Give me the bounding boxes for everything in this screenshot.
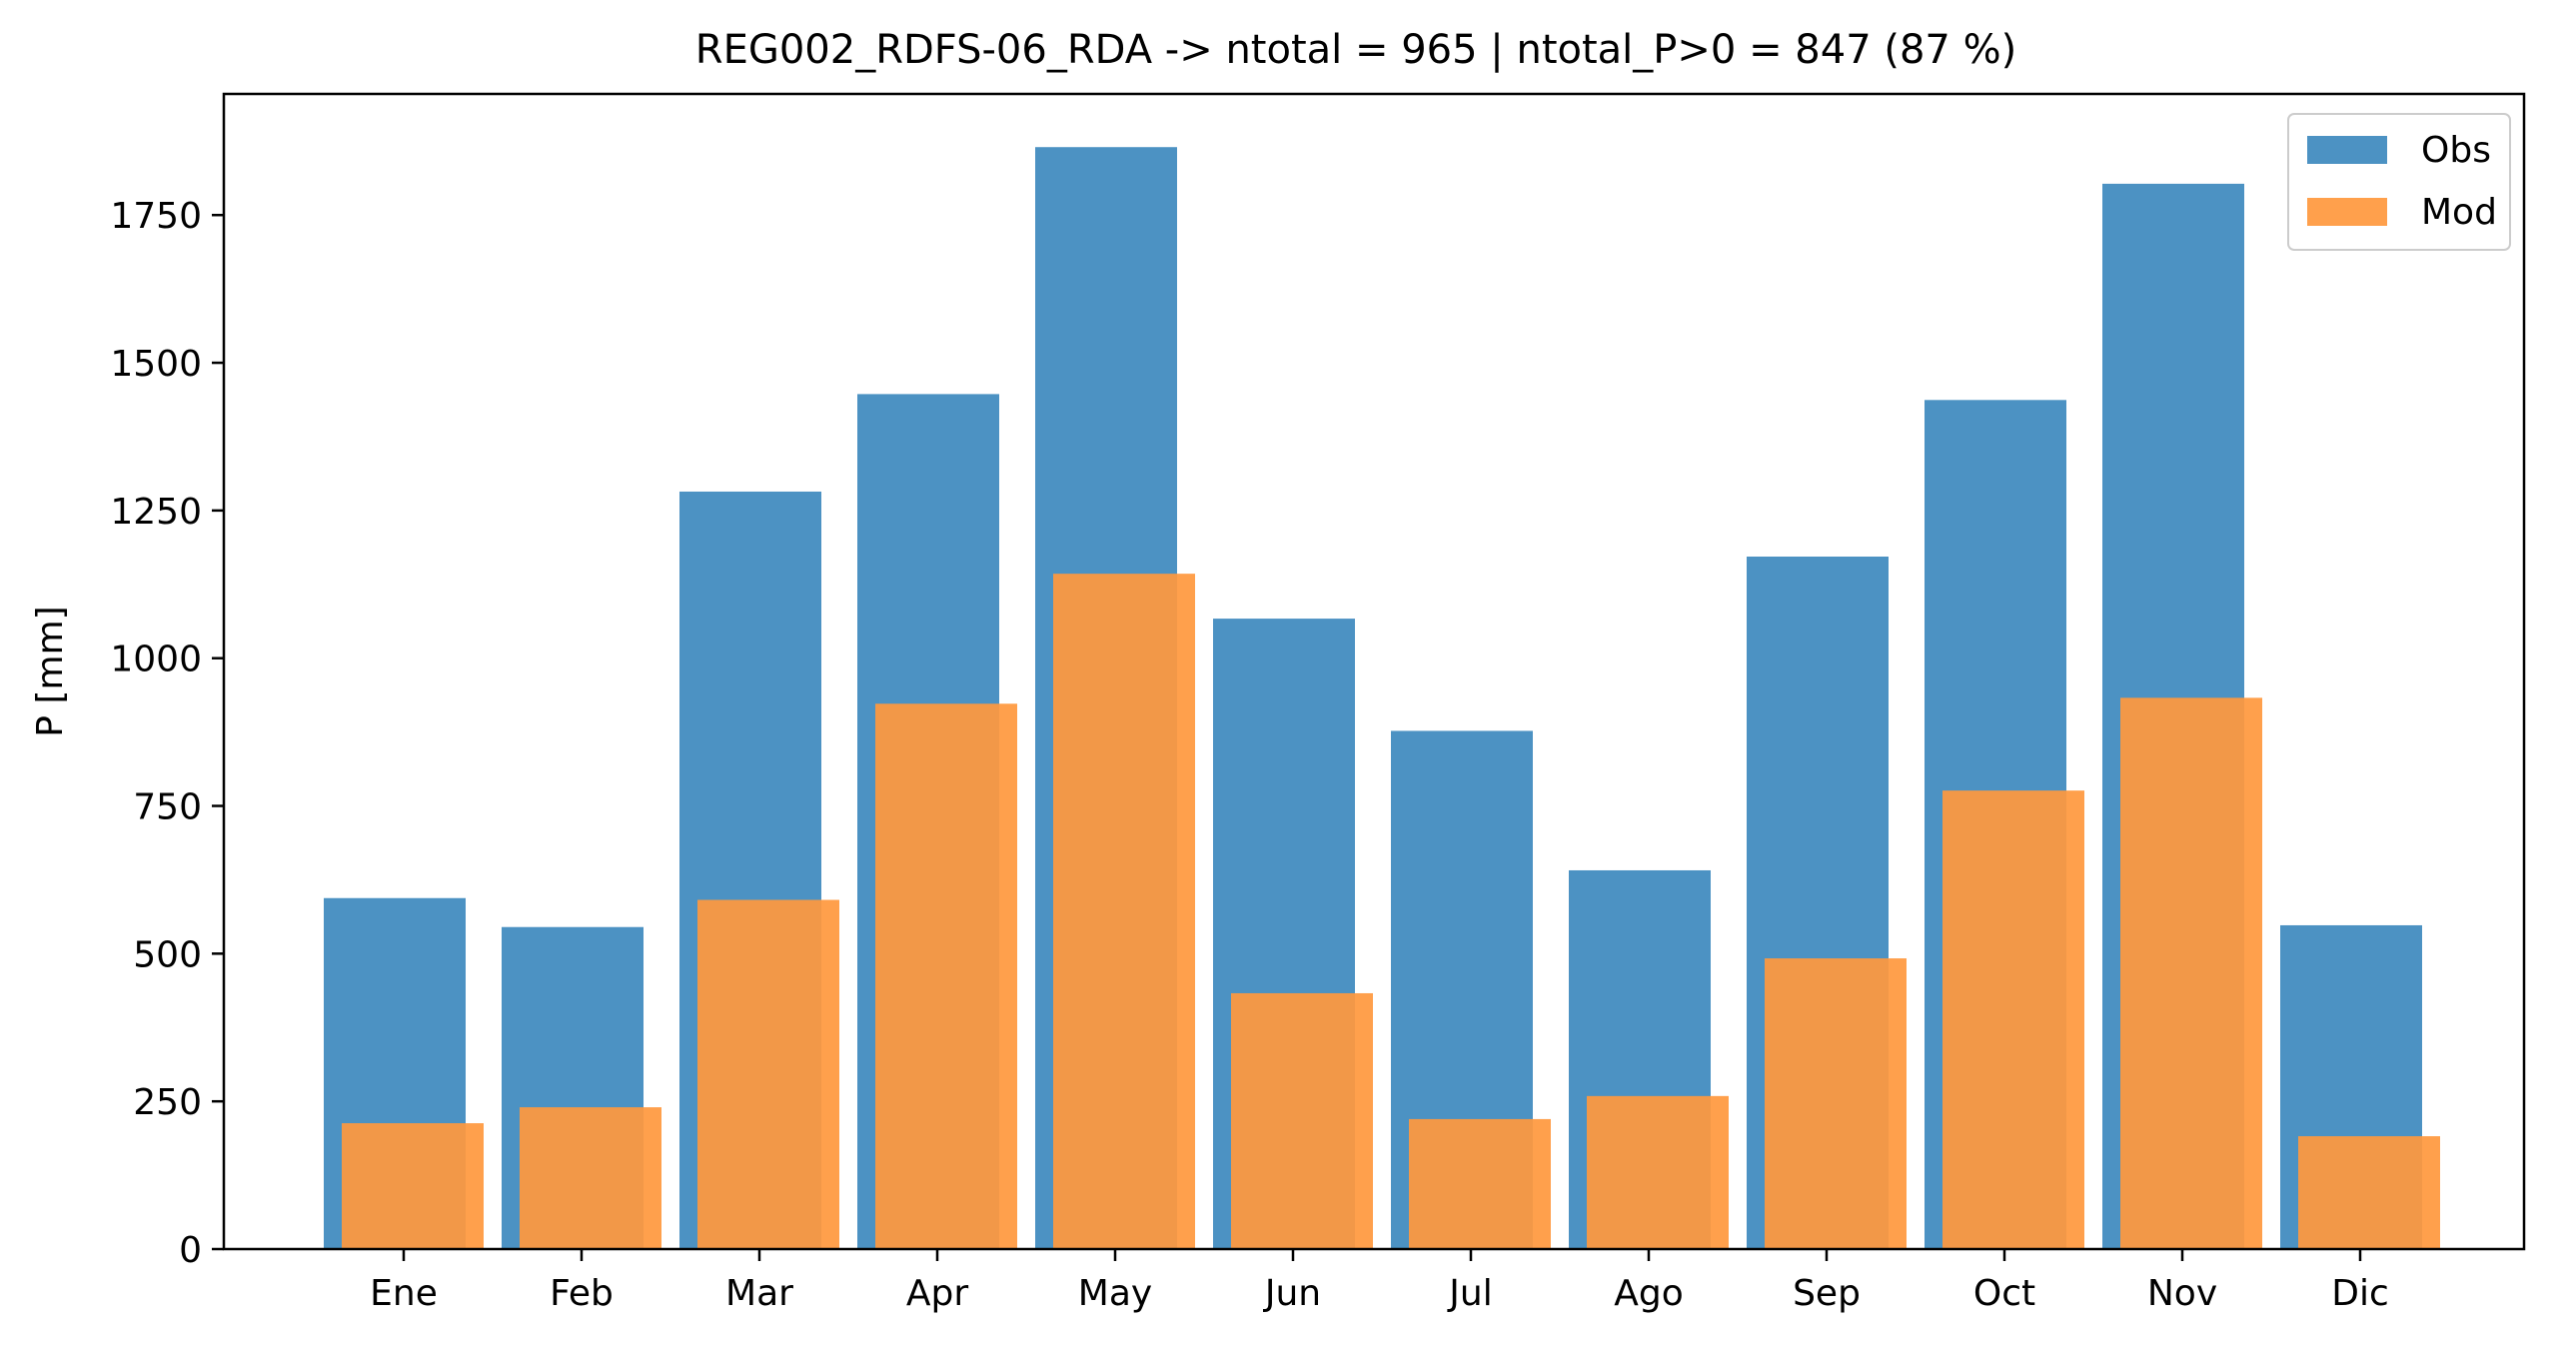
bar-mod-apr [875,703,1017,1249]
legend: Obs Mod [2287,113,2511,251]
x-axis: Ene Feb Mar Apr May Jun Jul Ago Sep Oct Nov Dic [370,1249,2389,1314]
x-tick-label: Apr [906,1273,968,1314]
x-tick-label: Mar [725,1273,793,1314]
bar-mod-mar [697,899,839,1249]
x-tick-label: Oct [1973,1273,2035,1314]
bar-mod-may [1053,574,1195,1249]
x-tick-label: May [1078,1273,1152,1314]
bar-mod-sep [1765,958,1907,1249]
y-tick-label: 750 [133,787,202,828]
x-tick-label: Jun [1263,1273,1321,1314]
x-tick-label: Ene [370,1273,438,1314]
bar-mod-nov [2120,697,2262,1249]
y-axis: 0 250 500 750 1000 1250 1500 1750 [110,196,224,1271]
x-tick-label: Dic [2331,1273,2389,1314]
bar-mod-dic [2298,1136,2440,1249]
legend-label-mod: Mod [2421,192,2497,233]
x-tick-label: Nov [2147,1273,2217,1314]
bars-layer [324,147,2440,1250]
y-tick-label: 500 [133,934,202,975]
bar-mod-jul [1409,1118,1551,1249]
chart-title: REG002_RDFS-06_RDA -> ntotal = 965 | nto… [695,27,2016,73]
series-mod [342,574,2440,1249]
bar-mod-jun [1231,992,1373,1249]
bar-mod-ago [1587,1095,1729,1249]
y-tick-label: 0 [179,1230,202,1271]
x-tick-label: Sep [1793,1273,1861,1314]
y-tick-label: 1750 [110,196,202,237]
y-tick-label: 250 [133,1082,202,1123]
x-tick-label: Ago [1614,1273,1684,1314]
bar-mod-feb [520,1107,661,1249]
x-tick-label: Feb [550,1273,614,1314]
y-tick-label: 1250 [110,492,202,533]
x-tick-label: Jul [1447,1273,1492,1314]
legend-swatch-obs [2307,136,2387,164]
y-tick-label: 1500 [110,344,202,385]
bar-mod-oct [1942,790,2084,1249]
bar-mod-ene [342,1123,484,1249]
legend-swatch-mod [2307,198,2387,226]
y-axis-label: P [mm] [30,606,71,736]
y-tick-label: 1000 [110,640,202,680]
legend-label-obs: Obs [2421,130,2491,171]
plot-frame [222,92,2526,1251]
